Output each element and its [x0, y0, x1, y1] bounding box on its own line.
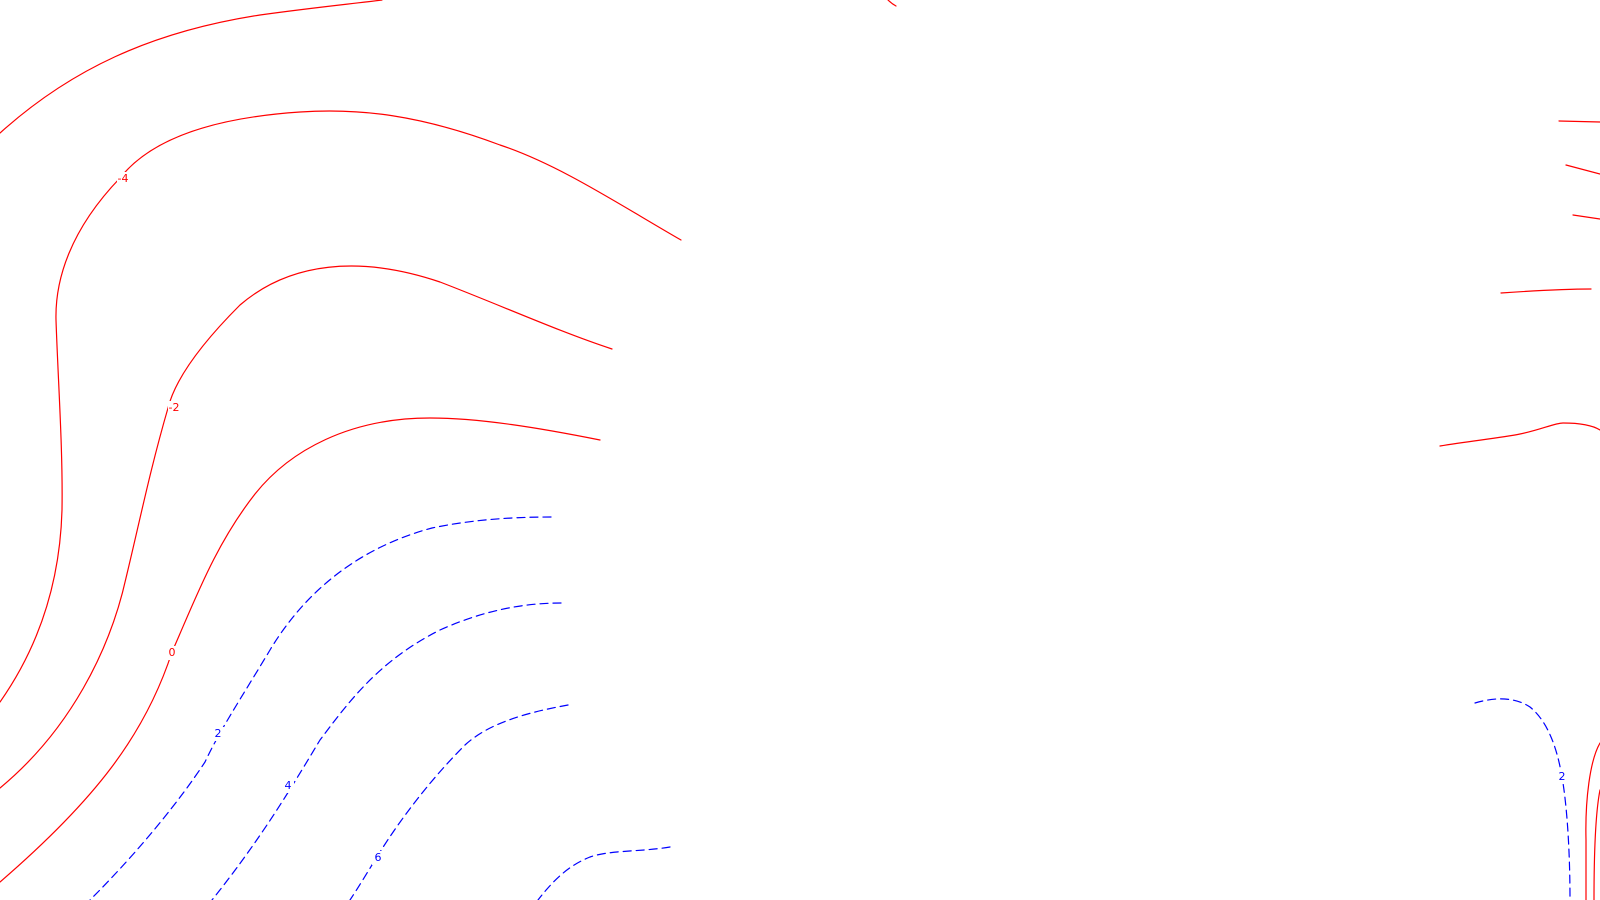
contour-label-z0: 0 — [169, 646, 176, 659]
contour-line-right-3 — [1572, 214, 1600, 220]
contour-line-right-bottom-inner — [1593, 789, 1600, 900]
contour-label-background — [166, 646, 178, 660]
contour-label-m4: -4 — [118, 172, 129, 185]
contour-label-p6: 6 — [375, 851, 382, 864]
contour-label-background — [117, 172, 129, 186]
contour-line-right-level-2 — [1474, 698, 1571, 900]
contour-label-background — [212, 727, 224, 741]
contour-line-right-4 — [1500, 288, 1592, 294]
contour-label-p2r: 2 — [1559, 770, 1566, 783]
contour-label-background — [168, 401, 180, 415]
contour-line-level-4 — [211, 602, 562, 900]
contour-line-level-0 — [0, 417, 601, 883]
contour-line-level-2 — [89, 516, 552, 900]
contour-line-level-minus4 — [0, 110, 682, 703]
contour-line-level-8-partial — [537, 846, 671, 900]
contour-line-right-2 — [1565, 164, 1600, 175]
contour-label-p4: 4 — [285, 779, 292, 792]
contour-line-right-1 — [1558, 120, 1600, 123]
contour-label-background — [1556, 770, 1568, 784]
contour-label-background — [372, 851, 384, 865]
contour-line-level-6 — [349, 704, 569, 900]
contour-labels: -4 -2 0 2 4 6 2 — [117, 172, 1568, 865]
contour-line-left-top-partial — [0, 0, 383, 134]
contour-line-right-5 — [1439, 422, 1600, 447]
contour-line-level-minus2 — [0, 265, 613, 789]
contour-line-right-bottom — [1585, 742, 1600, 900]
contour-label-m2: -2 — [169, 401, 180, 414]
contour-line-top-center-tick — [887, 0, 897, 7]
contour-label-background — [282, 779, 294, 793]
contour-label-p2: 2 — [215, 727, 222, 740]
